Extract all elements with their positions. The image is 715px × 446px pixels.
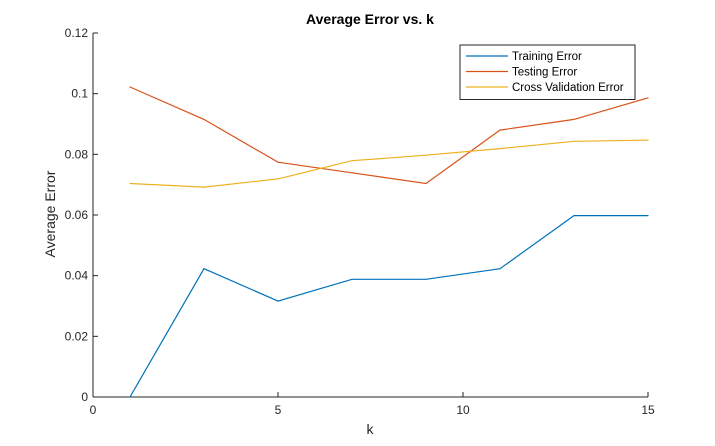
legend-label-training-error: Training Error <box>512 51 582 63</box>
data-point-testing-error <box>573 118 575 121</box>
data-point-cross-validation-error <box>499 147 501 150</box>
axes: 0 5 10 15 0 0.02 0.04 0.06 0.08 0.1 0.12 <box>65 26 655 417</box>
y-tick-label: 0.04 <box>65 269 89 283</box>
series-line-cross-validation-error <box>129 139 649 188</box>
data-point-cross-validation-error <box>203 186 205 188</box>
y-tick-label: 0.06 <box>65 208 89 222</box>
data-point-training-error <box>277 300 279 302</box>
data-point-cross-validation-error <box>425 154 427 156</box>
x-tick-label: 10 <box>456 403 470 417</box>
legend-label-testing-error: Testing Error <box>512 67 577 79</box>
legend-label-cross-validation-error: Cross Validation Error <box>512 82 624 94</box>
data-point-testing-error <box>499 129 501 131</box>
data-point-cross-validation-error <box>277 178 279 180</box>
y-tick-label: 0.12 <box>65 26 89 40</box>
series-line-testing-error <box>129 86 649 185</box>
data-point-testing-error <box>425 182 427 185</box>
x-tick-label: 15 <box>641 403 655 417</box>
data-point-training-error <box>499 268 501 270</box>
data-point-testing-error <box>647 97 649 99</box>
series-layer <box>129 86 649 398</box>
y-tick-label: 0.08 <box>65 147 89 161</box>
y-tick-label: 0.02 <box>65 329 89 343</box>
x-tick-label: 5 <box>275 403 282 417</box>
data-point-cross-validation-error <box>647 139 649 141</box>
legend: Training Error Testing Error Cross Validat… <box>459 44 636 100</box>
data-point-testing-error <box>351 172 353 174</box>
series-line-training-error <box>129 215 648 398</box>
legend-box <box>459 44 636 100</box>
y-tick-label: 0 <box>81 390 88 404</box>
data-point-testing-error <box>129 86 131 88</box>
data-point-training-error <box>647 215 649 217</box>
x-axis-label: k <box>367 421 375 437</box>
data-point-training-error <box>573 215 575 217</box>
y-tick-label: 0.1 <box>71 87 88 101</box>
data-point-testing-error <box>277 161 279 163</box>
chart-title: Average Error vs. k <box>306 11 434 27</box>
data-point-training-error <box>203 268 205 270</box>
data-point-training-error <box>425 278 427 280</box>
data-point-testing-error <box>203 118 205 121</box>
x-tick-label: 0 <box>90 403 97 417</box>
data-point-training-error <box>351 278 353 280</box>
data-point-cross-validation-error <box>573 140 575 142</box>
y-axis-label: Average Error <box>42 170 58 257</box>
data-point-cross-validation-error <box>351 160 353 162</box>
data-point-cross-validation-error <box>129 182 131 185</box>
data-point-training-error <box>129 396 131 398</box>
